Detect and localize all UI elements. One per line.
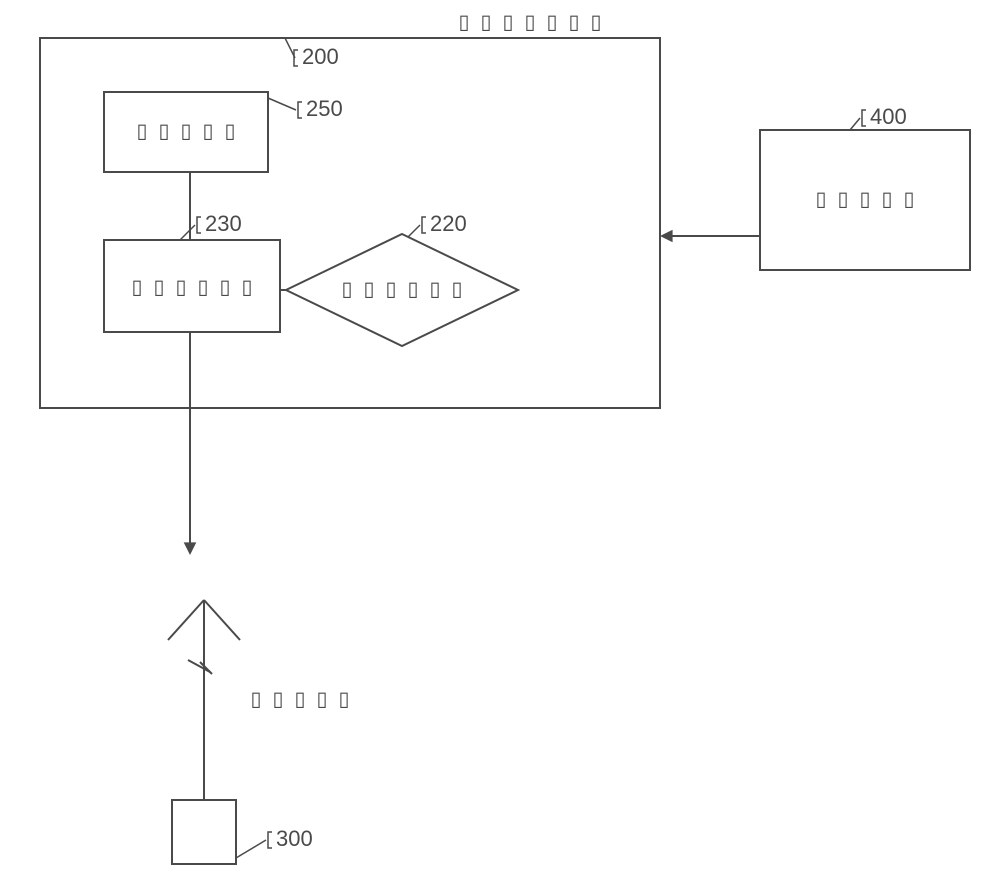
svg-text:▯: ▯ xyxy=(429,278,440,300)
svg-text:▯: ▯ xyxy=(136,120,147,142)
svg-text:▯: ▯ xyxy=(480,11,491,33)
svg-text:▯: ▯ xyxy=(250,688,261,710)
placeholder-glyphs: ▯ ▯ ▯ ▯ ▯ xyxy=(136,120,235,142)
block-diagram: ▯▯▯▯▯▯▯200▯▯▯▯▯250▯▯▯▯▯▯230▯▯▯▯▯▯220▯▯▯▯… xyxy=(0,0,1000,894)
svg-text:▯: ▯ xyxy=(407,278,418,300)
placeholder-glyphs: ▯ ▯ ▯ ▯ ▯ xyxy=(250,688,349,710)
svg-text:▯: ▯ xyxy=(180,120,191,142)
svg-text:▯: ▯ xyxy=(837,188,848,210)
svg-text:▯: ▯ xyxy=(219,276,230,298)
ref-label: 200 xyxy=(302,44,339,69)
svg-text:▯: ▯ xyxy=(316,688,327,710)
svg-text:▯: ▯ xyxy=(815,188,826,210)
svg-text:▯: ▯ xyxy=(502,11,513,33)
placeholder-glyphs: ▯ ▯ ▯ ▯ ▯ ▯ xyxy=(341,278,462,300)
box-230 xyxy=(104,240,280,332)
ref-label: 220 xyxy=(430,211,467,236)
svg-text:▯: ▯ xyxy=(153,276,164,298)
box-300 xyxy=(172,800,236,864)
svg-text:▯: ▯ xyxy=(546,11,557,33)
svg-text:▯: ▯ xyxy=(451,278,462,300)
svg-text:▯: ▯ xyxy=(338,688,349,710)
svg-text:▯: ▯ xyxy=(224,120,235,142)
placeholder-glyphs: ▯ ▯ ▯ ▯ ▯ ▯ ▯ xyxy=(458,11,601,33)
svg-text:▯: ▯ xyxy=(202,120,213,142)
ref-label: 400 xyxy=(870,104,907,129)
svg-text:▯: ▯ xyxy=(158,120,169,142)
svg-text:▯: ▯ xyxy=(175,276,186,298)
ref-label: 300 xyxy=(276,826,313,851)
svg-text:▯: ▯ xyxy=(881,188,892,210)
svg-text:▯: ▯ xyxy=(241,276,252,298)
ref-label: 250 xyxy=(306,96,343,121)
placeholder-glyphs: ▯ ▯ ▯ ▯ ▯ xyxy=(815,188,914,210)
diamond-220 xyxy=(286,234,518,346)
container-200 xyxy=(40,38,660,408)
svg-text:▯: ▯ xyxy=(568,11,579,33)
svg-text:▯: ▯ xyxy=(363,278,374,300)
svg-text:▯: ▯ xyxy=(859,188,870,210)
svg-text:▯: ▯ xyxy=(272,688,283,710)
ref-label: 230 xyxy=(205,211,242,236)
svg-text:▯: ▯ xyxy=(341,278,352,300)
svg-text:▯: ▯ xyxy=(385,278,396,300)
svg-text:▯: ▯ xyxy=(197,276,208,298)
svg-text:▯: ▯ xyxy=(590,11,601,33)
svg-text:▯: ▯ xyxy=(294,688,305,710)
svg-text:▯: ▯ xyxy=(131,276,142,298)
svg-text:▯: ▯ xyxy=(524,11,535,33)
placeholder-glyphs: ▯ ▯ ▯ ▯ ▯ ▯ xyxy=(131,276,252,298)
svg-text:▯: ▯ xyxy=(458,11,469,33)
svg-text:▯: ▯ xyxy=(903,188,914,210)
